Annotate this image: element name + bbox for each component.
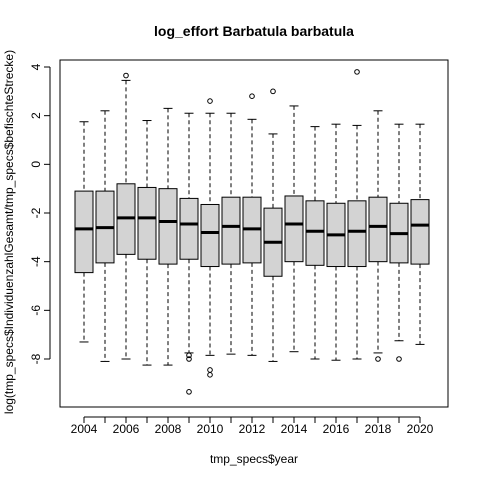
box-iqr bbox=[221, 196, 241, 265]
x-tick-label: 2020 bbox=[407, 422, 434, 436]
y-tick-label: -4 bbox=[29, 256, 43, 267]
y-axis-label: log(tmp_specs$IndividuenzahlGesamt/tmp_s… bbox=[2, 50, 16, 414]
x-tick-label: 2014 bbox=[281, 422, 308, 436]
outlier-point bbox=[249, 93, 255, 99]
plot-frame bbox=[59, 59, 449, 408]
x-tick-label: 2008 bbox=[155, 422, 182, 436]
box-iqr bbox=[179, 197, 199, 260]
y-tick-label: 4 bbox=[29, 63, 43, 70]
box-iqr bbox=[305, 200, 325, 266]
outlier-point bbox=[270, 88, 276, 95]
box-iqr bbox=[284, 195, 304, 263]
box-iqr bbox=[158, 188, 178, 265]
y-tick-label: -6 bbox=[29, 305, 43, 316]
outlier-point bbox=[375, 356, 381, 362]
y-tick-label: 0 bbox=[29, 161, 43, 168]
y-tick-label: -8 bbox=[29, 353, 43, 364]
x-tick-label: 2004 bbox=[71, 422, 98, 436]
outlier-point bbox=[207, 372, 213, 378]
box-iqr bbox=[410, 199, 430, 265]
box-iqr bbox=[74, 190, 94, 274]
y-tick-label: -2 bbox=[29, 207, 43, 218]
x-axis-label: tmp_specs$year bbox=[210, 452, 298, 466]
box-iqr bbox=[347, 200, 367, 268]
chart-marks: 4 2 0 -2 -4 -6 -8 2004 2006 2008 2010 2012 2014 2016 2… bbox=[29, 63, 434, 436]
chart-title: log_effort Barbatula barbatula bbox=[154, 23, 354, 39]
box-iqr bbox=[368, 196, 388, 263]
outlier-point bbox=[186, 352, 192, 359]
x-tick-label: 2010 bbox=[197, 422, 224, 436]
outlier-point bbox=[396, 356, 402, 362]
outlier-point bbox=[207, 98, 213, 104]
outlier-point bbox=[186, 356, 192, 362]
x-tick-label: 2006 bbox=[113, 422, 140, 436]
outlier-point bbox=[123, 72, 129, 79]
y-tick-label: 2 bbox=[29, 112, 43, 119]
x-tick-label: 2012 bbox=[239, 422, 266, 436]
x-tick-label: 2018 bbox=[365, 422, 392, 436]
box-iqr bbox=[137, 186, 157, 260]
outlier-point bbox=[186, 389, 192, 395]
outlier-point bbox=[354, 69, 360, 75]
x-tick-label: 2016 bbox=[323, 422, 350, 436]
box-iqr bbox=[200, 203, 220, 268]
